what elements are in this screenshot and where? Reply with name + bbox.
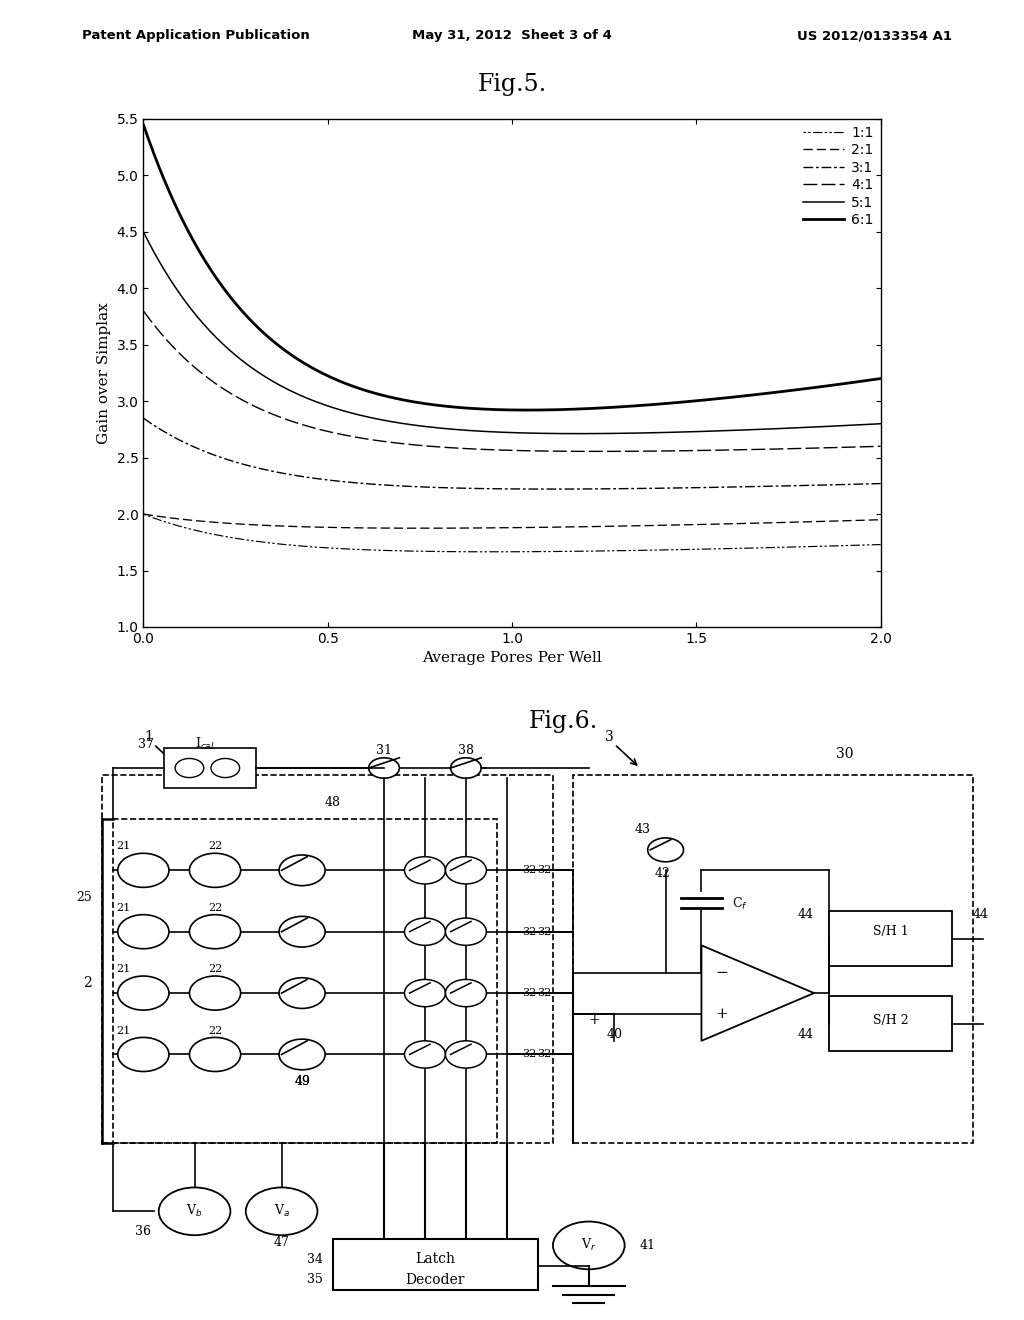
Text: Latch: Latch	[415, 1253, 456, 1266]
Circle shape	[451, 758, 481, 779]
Text: 32: 32	[522, 989, 537, 998]
Text: 32: 32	[538, 927, 552, 937]
Bar	[829, 911, 952, 966]
Text: 38: 38	[458, 744, 474, 758]
Text: Decoder: Decoder	[406, 1272, 465, 1287]
Text: May 31, 2012  Sheet 3 of 4: May 31, 2012 Sheet 3 of 4	[412, 29, 612, 42]
Circle shape	[118, 915, 169, 949]
Text: 35: 35	[306, 1272, 323, 1286]
Text: V$_b$: V$_b$	[186, 1204, 203, 1220]
Text: 21: 21	[116, 841, 130, 851]
Text: 40: 40	[606, 1027, 623, 1040]
Text: S/H 2: S/H 2	[873, 1014, 908, 1027]
Circle shape	[445, 1040, 486, 1068]
Text: 47: 47	[273, 1236, 290, 1249]
Circle shape	[175, 759, 204, 777]
Circle shape	[246, 1188, 317, 1236]
Bar	[113, 820, 497, 1143]
Text: V$_a$: V$_a$	[273, 1204, 290, 1220]
Text: 25: 25	[77, 891, 92, 904]
Circle shape	[404, 857, 445, 884]
Circle shape	[553, 1221, 625, 1270]
Bar	[333, 1238, 538, 1290]
Circle shape	[445, 979, 486, 1007]
Text: I$_{cal}$: I$_{cal}$	[195, 737, 215, 752]
Circle shape	[189, 853, 241, 887]
Text: 2: 2	[83, 975, 92, 990]
Circle shape	[279, 855, 326, 886]
Text: 32: 32	[538, 1049, 552, 1060]
Text: 37: 37	[137, 738, 154, 751]
Text: 31: 31	[376, 744, 392, 758]
Circle shape	[279, 1039, 326, 1069]
Text: +: +	[588, 1014, 600, 1027]
Circle shape	[189, 975, 241, 1010]
Bar	[102, 775, 553, 1143]
Text: US 2012/0133354 A1: US 2012/0133354 A1	[798, 29, 952, 42]
Circle shape	[211, 759, 240, 777]
Text: 36: 36	[135, 1225, 152, 1238]
Text: 32: 32	[522, 927, 537, 937]
Text: 21: 21	[116, 903, 130, 913]
Text: 32: 32	[538, 989, 552, 998]
Bar	[164, 747, 256, 788]
Circle shape	[445, 857, 486, 884]
Text: 32: 32	[522, 866, 537, 875]
Circle shape	[118, 853, 169, 887]
Text: 44: 44	[973, 908, 989, 921]
Circle shape	[118, 975, 169, 1010]
Text: C$_f$: C$_f$	[732, 896, 749, 912]
Text: 30: 30	[836, 747, 854, 762]
Text: 22: 22	[208, 1026, 222, 1036]
Text: 34: 34	[306, 1253, 323, 1266]
Text: 21: 21	[116, 964, 130, 974]
Text: Fig.5.: Fig.5.	[477, 73, 547, 95]
Circle shape	[404, 979, 445, 1007]
Text: 42: 42	[654, 867, 671, 880]
Circle shape	[189, 1038, 241, 1072]
Text: S/H 1: S/H 1	[873, 925, 908, 939]
Bar	[829, 997, 952, 1051]
Text: 32: 32	[538, 866, 552, 875]
Text: 21: 21	[116, 1026, 130, 1036]
Circle shape	[445, 919, 486, 945]
Circle shape	[404, 1040, 445, 1068]
Text: Fig.6.: Fig.6.	[528, 710, 598, 733]
Text: 44: 44	[798, 908, 814, 921]
Circle shape	[404, 919, 445, 945]
Text: 41: 41	[640, 1239, 656, 1251]
Circle shape	[279, 916, 326, 946]
Text: 44: 44	[798, 1027, 814, 1040]
Bar	[573, 775, 973, 1143]
Text: −: −	[716, 966, 728, 979]
Circle shape	[118, 1038, 169, 1072]
Circle shape	[648, 838, 684, 862]
Text: 3: 3	[605, 730, 613, 744]
Polygon shape	[701, 945, 814, 1040]
Circle shape	[279, 978, 326, 1008]
X-axis label: Average Pores Per Well: Average Pores Per Well	[422, 651, 602, 665]
Circle shape	[189, 915, 241, 949]
Text: +: +	[716, 1007, 728, 1020]
Text: 32: 32	[522, 1049, 537, 1060]
Circle shape	[159, 1188, 230, 1236]
Legend: 1:1, 2:1, 3:1, 4:1, 5:1, 6:1: 1:1, 2:1, 3:1, 4:1, 5:1, 6:1	[803, 125, 873, 227]
Text: 1: 1	[144, 730, 153, 744]
Text: 22: 22	[208, 964, 222, 974]
Text: 48: 48	[325, 796, 341, 809]
Text: Patent Application Publication: Patent Application Publication	[82, 29, 309, 42]
Text: 49: 49	[294, 1076, 310, 1088]
Text: 49: 49	[294, 1076, 310, 1088]
Circle shape	[369, 758, 399, 779]
Y-axis label: Gain over Simplax: Gain over Simplax	[97, 302, 111, 444]
Text: 22: 22	[208, 841, 222, 851]
Text: 22: 22	[208, 903, 222, 913]
Text: V$_r$: V$_r$	[582, 1237, 596, 1254]
Text: 43: 43	[634, 822, 650, 836]
